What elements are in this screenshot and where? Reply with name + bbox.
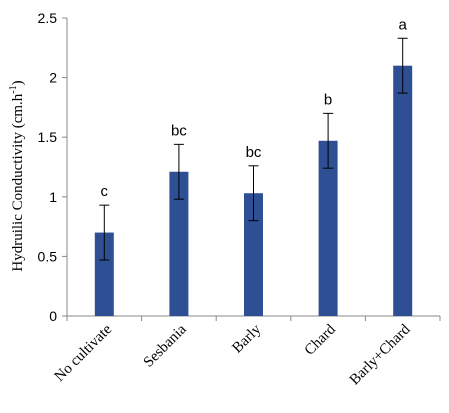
significance-label: bc <box>171 122 187 139</box>
bar <box>94 232 114 316</box>
bars <box>94 65 413 317</box>
y-tick-label: 2 <box>49 70 57 86</box>
x-axis-category-labels: No cultivate Sesbania Barly Chard Barly+Char… <box>52 321 414 388</box>
y-tick-label: 1.5 <box>38 129 58 145</box>
x-category-label: Barly+Chard <box>347 321 414 388</box>
y-tick-label: 2.5 <box>38 10 58 26</box>
y-axis-label-superscript: -1 <box>8 85 19 93</box>
y-axis-label-close: ) <box>10 80 26 85</box>
y-axis-label-main: Hydruilic Conductivity (cm.h <box>10 93 26 271</box>
x-category-label: Chard <box>302 321 340 359</box>
significance-label: c <box>101 183 109 200</box>
bar <box>393 65 413 317</box>
y-axis-ticks: 0 0.5 1 1.5 2 2.5 <box>38 10 67 324</box>
x-category-label: Barly <box>229 321 264 356</box>
x-category-label: Sesbania <box>141 321 190 370</box>
y-axis-label: Hydruilic Conductivity (cm.h-1) <box>8 80 26 271</box>
significance-label: bc <box>246 144 262 161</box>
bar <box>318 140 338 316</box>
error-bars <box>99 37 408 261</box>
y-tick-label: 0 <box>49 308 57 324</box>
bar <box>169 171 189 316</box>
bar <box>244 193 263 316</box>
significance-labels: c bc bc b a <box>101 16 408 200</box>
significance-label: b <box>324 91 332 108</box>
significance-label: a <box>399 16 408 33</box>
x-category-label: No cultivate <box>52 321 116 385</box>
y-tick-label: 0.5 <box>38 248 58 264</box>
svg-text:Hydruilic Conductivity (cm.h-1: Hydruilic Conductivity (cm.h-1) <box>8 80 26 271</box>
y-tick-label: 1 <box>49 189 57 205</box>
